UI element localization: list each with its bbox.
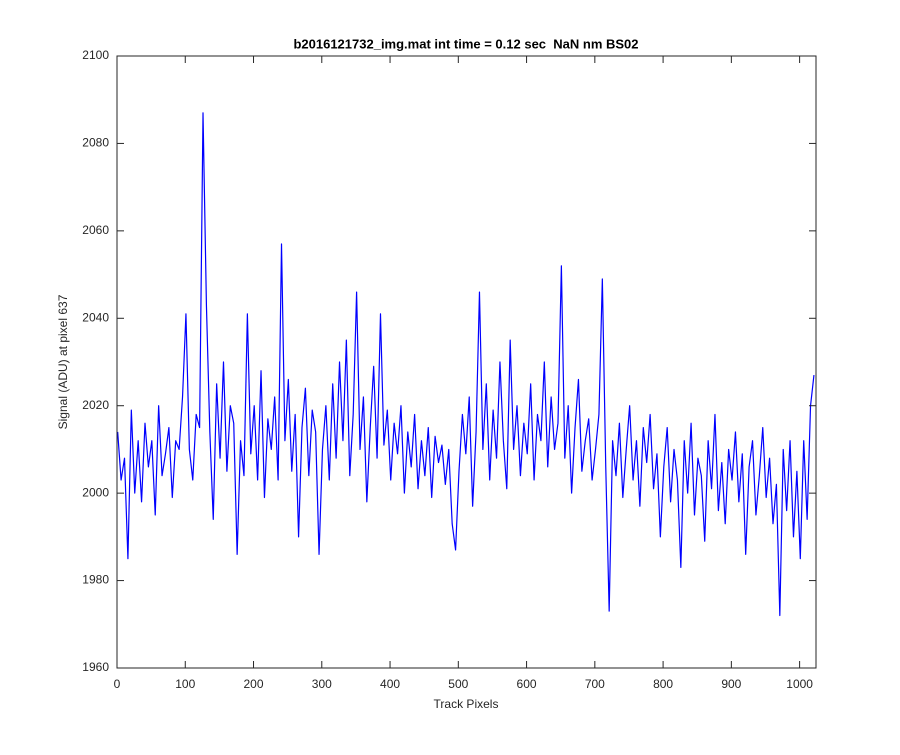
x-tick-label: 700	[585, 677, 605, 691]
x-tick-label: 600	[517, 677, 537, 691]
axes-box	[116, 55, 817, 669]
y-tick-label: 2060	[82, 223, 109, 237]
plot-area	[117, 112, 815, 617]
x-tick-label: 100	[175, 677, 195, 691]
y-axis-label: Signal (ADU) at pixel 637	[56, 294, 70, 429]
x-tick-label: 400	[380, 677, 400, 691]
y-tick-label: 2080	[82, 136, 109, 150]
y-tick-label: 2020	[82, 398, 109, 412]
data-line	[117, 112, 815, 617]
x-tick-label: 300	[312, 677, 332, 691]
x-tick-label: 500	[448, 677, 468, 691]
y-tick-label: 1980	[82, 573, 109, 587]
y-tick-label: 2000	[82, 485, 109, 499]
x-axis-label: Track Pixels	[434, 697, 499, 711]
x-tick-label: 800	[653, 677, 673, 691]
x-tick-label: 0	[114, 677, 121, 691]
y-tick-label: 2100	[82, 48, 109, 62]
x-tick-label: 200	[244, 677, 264, 691]
x-tick-label: 900	[721, 677, 741, 691]
x-tick-label: 1000	[786, 677, 813, 691]
y-tick-label: 1960	[82, 660, 109, 674]
chart-title: b2016121732_img.mat int time = 0.12 sec …	[293, 36, 638, 51]
y-tick-label: 2040	[82, 310, 109, 324]
